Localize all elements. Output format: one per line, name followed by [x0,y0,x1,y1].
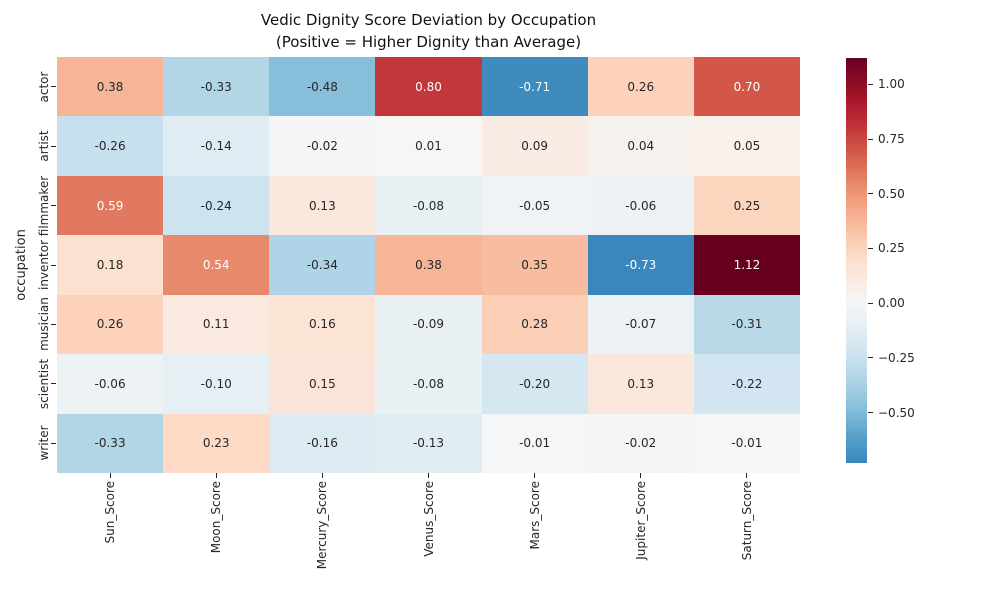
colorbar-tick-mark [868,412,873,414]
x-tick-label: Saturn_Score [739,481,754,561]
colorbar-tick-label: 0.25 [878,241,905,256]
x-tick-mark [428,473,429,478]
heatmap-cell: -0.16 [269,413,376,473]
x-tick-label: Mercury_Score [315,481,330,570]
y-tick-mark [51,442,56,444]
heatmap-cell: 0.13 [269,175,376,236]
x-tick-label: Venus_Score [421,481,436,557]
heatmap-cell: -0.14 [163,116,270,176]
x-tick-label: Mars_Score [527,481,542,550]
heatmap-cell: -0.24 [163,175,270,236]
heatmap-cell: -0.02 [587,413,694,473]
heatmap-cell: 0.13 [587,354,694,414]
x-tick-mark [109,473,111,478]
heatmap-cell: 0.38 [57,57,164,117]
heatmap-cell: -0.31 [693,294,800,355]
heatmap-cell: 0.59 [57,175,164,236]
heatmap-cell: 0.15 [269,354,376,414]
heatmap-grid: 0.38 -0.33 -0.48 0.80 -0.71 0.26 0.70 -0.26 -0.1… [57,57,800,473]
heatmap-cell: -0.22 [693,354,800,414]
heatmap-cell: 0.70 [693,57,800,117]
colorbar-tick-label: 1.00 [878,77,905,92]
heatmap-cell: 0.04 [587,116,694,176]
y-tick-label: inventor [37,239,51,291]
heatmap-cell: 0.35 [481,235,588,295]
heatmap-cell: 0.54 [163,235,270,295]
heatmap-cell: -0.09 [375,294,482,355]
colorbar-tick-label: −0.50 [878,405,915,420]
y-tick-label: actor [37,71,51,103]
heatmap-cell: -0.48 [269,57,376,117]
heatmap-cell: -0.05 [481,175,588,236]
colorbar [846,58,867,463]
heatmap-cell: -0.01 [481,413,588,473]
x-tick-label: Moon_Score [209,481,224,554]
colorbar-tick-mark [868,357,873,359]
x-tick-mark [321,473,323,478]
heatmap-cell: -0.06 [57,354,164,414]
heatmap-cell: -0.01 [693,413,800,473]
y-tick-mark [51,205,56,207]
heatmap-cell: 0.80 [375,57,482,117]
colorbar-tick-label: 0.50 [878,186,905,201]
heatmap-cell: -0.71 [481,57,588,117]
heatmap-cell: 1.12 [693,235,800,295]
heatmap-cell: -0.02 [269,116,376,176]
heatmap-cell: -0.20 [481,354,588,414]
heatmap-cell: 0.05 [693,116,800,176]
x-tick-label: Jupiter_Score [633,481,648,560]
y-tick-mark [51,323,56,325]
colorbar-tick-mark [868,193,873,195]
y-axis-label: occupation [14,229,29,301]
heatmap-cell: 0.16 [269,294,376,355]
chart-title-line1: Vedic Dignity Score Deviation by Occupat… [260,11,597,29]
heatmap-cell: 0.18 [57,235,164,295]
chart-title: Vedic Dignity Score Deviation by Occupat… [57,9,800,53]
y-tick-mark [51,86,56,88]
x-tick-mark [215,473,217,478]
colorbar-tick-label: 0.00 [878,296,905,311]
heatmap-cell: 0.01 [375,116,482,176]
heatmap-cell: 0.38 [375,235,482,295]
heatmap-cell: -0.33 [163,57,270,117]
heatmap-cell: 0.25 [693,175,800,236]
y-tick-label: musician [37,297,51,352]
heatmap-cell: 0.09 [481,116,588,176]
y-tick-mark [51,264,56,266]
x-tick-mark [640,473,642,478]
colorbar-tick-mark [868,302,873,304]
heatmap-cell: -0.06 [587,175,694,236]
colorbar-tick-mark [868,247,873,249]
heatmap-cell: -0.13 [375,413,482,473]
heatmap-cell: 0.26 [587,57,694,117]
x-tick-label: Sun_Score [103,481,118,544]
heatmap-cell: 0.11 [163,294,270,355]
heatmap-cell: -0.08 [375,354,482,414]
heatmap-cell: -0.33 [57,413,164,473]
y-tick-mark [51,383,56,385]
chart-title-line2: (Positive = Higher Dignity than Average) [275,33,582,51]
heatmap-cell: -0.10 [163,354,270,414]
heatmap-cell: -0.73 [587,235,694,295]
colorbar-tick-label: −0.25 [878,350,915,365]
y-tick-label: filmmaker [37,175,51,236]
heatmap-cell: -0.07 [587,294,694,355]
y-tick-label: artist [37,130,51,162]
heatmap-cell: -0.34 [269,235,376,295]
heatmap-cell: 0.23 [163,413,270,473]
heatmap-cell: -0.08 [375,175,482,236]
x-tick-mark [746,473,748,478]
colorbar-tick-label: 0.75 [878,132,905,146]
colorbar-tick-mark [868,138,873,140]
heatmap-cell: 0.26 [57,294,164,355]
heatmap-cell: -0.26 [57,116,164,176]
x-tick-mark [534,473,536,478]
y-tick-label: writer [37,425,51,461]
heatmap-cell: 0.28 [481,294,588,355]
y-tick-mark [51,145,56,147]
colorbar-tick-mark [868,83,873,85]
y-tick-label: scientist [37,358,51,409]
